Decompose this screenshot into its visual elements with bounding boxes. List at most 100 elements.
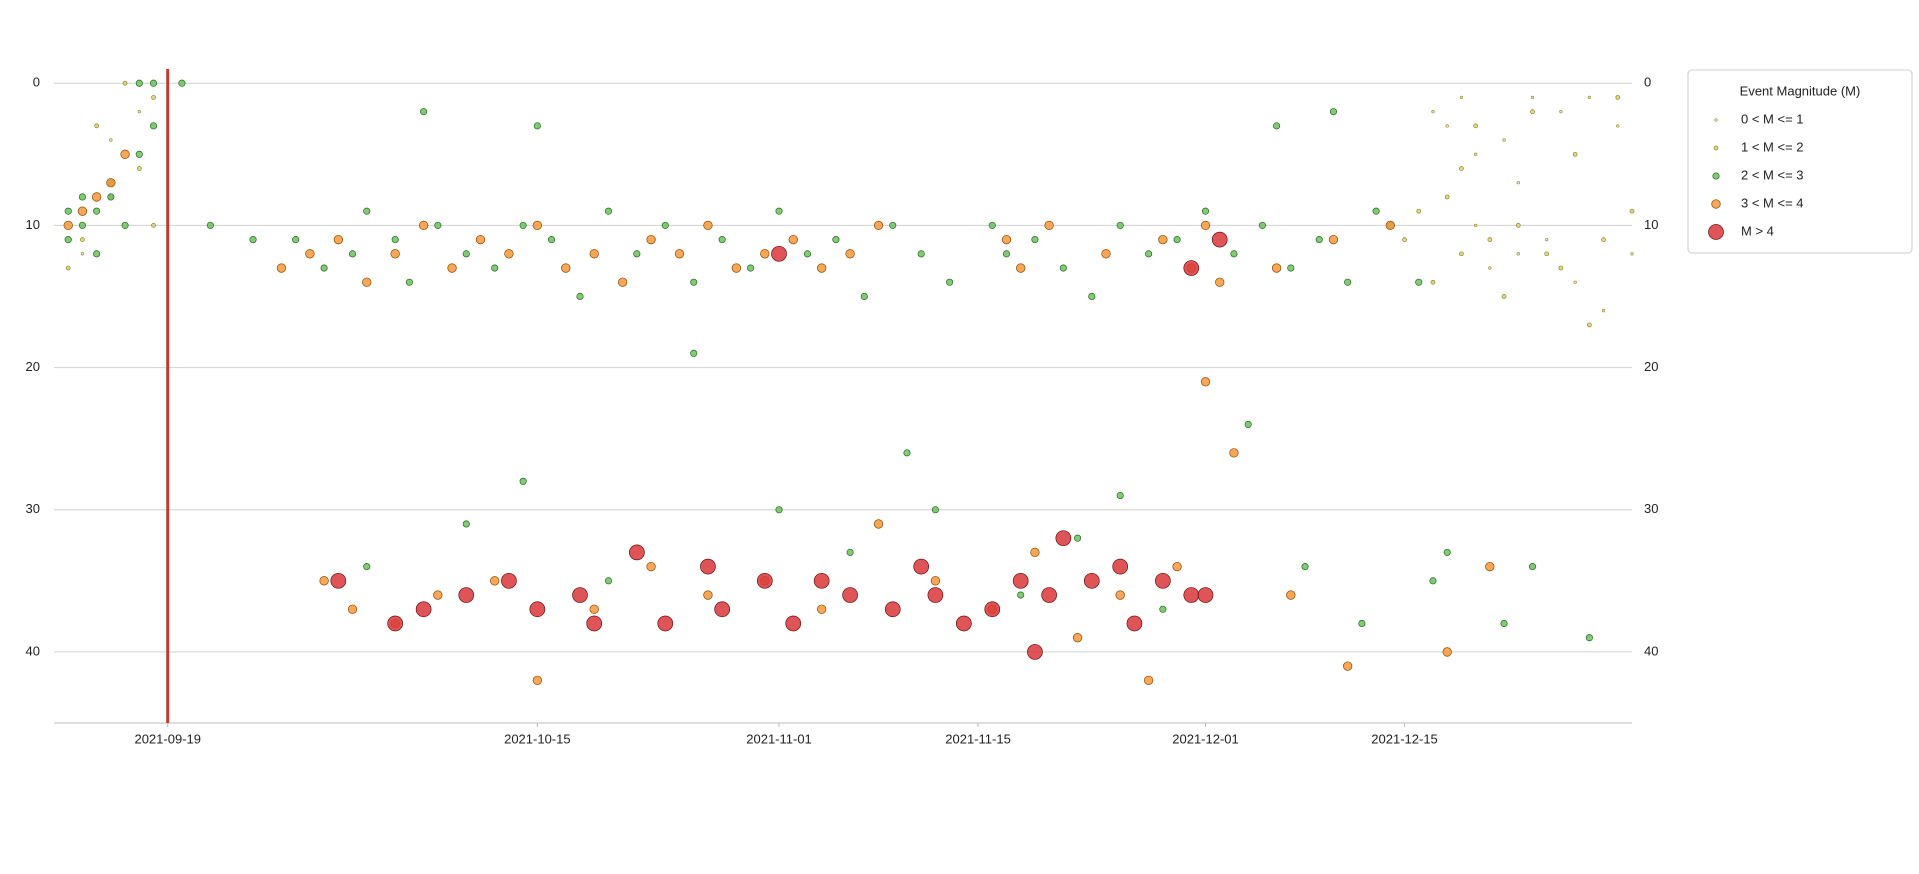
point [149,79,158,87]
point [884,601,901,618]
point [462,520,470,528]
point [1615,95,1621,100]
point [1459,251,1464,257]
point [589,249,599,259]
point [1328,234,1339,245]
legend-label: M > 4 [1741,223,1774,238]
point [1044,220,1054,231]
point [657,615,674,632]
point [93,207,101,215]
point [135,150,143,158]
point [149,122,158,130]
point [873,519,884,529]
point [1487,237,1493,242]
point [1601,237,1606,242]
point [1158,234,1168,245]
point [1101,249,1111,259]
legend-label: 2 < M <= 3 [1741,167,1804,182]
point [1445,124,1449,128]
point [1126,615,1143,632]
point [1329,108,1338,116]
point [333,234,343,245]
legend-marker [1714,118,1718,122]
point [1002,250,1011,258]
point [771,245,787,262]
point [1473,223,1478,228]
point [860,292,868,301]
point [151,223,156,228]
y2-tick-label: 10 [1644,217,1658,232]
point [1315,236,1323,244]
y2-tick-label: 20 [1644,359,1658,374]
point [1115,590,1125,600]
point [817,263,827,273]
series-4 [330,231,1228,660]
point [1271,263,1282,273]
point [661,221,669,229]
point [788,234,798,245]
point [1173,236,1181,244]
point [1229,448,1239,458]
point [903,449,911,457]
point [347,604,358,614]
point [80,252,85,256]
point [206,221,214,229]
point [1031,236,1039,244]
point [137,110,141,114]
point [120,149,130,159]
point [1444,194,1450,200]
point [1587,322,1592,328]
point [832,236,840,244]
point [391,236,399,244]
legend-marker [1712,172,1720,180]
point [1528,563,1537,571]
point [548,236,556,244]
point [91,192,102,202]
point [387,615,404,632]
y-tick-label: 20 [26,359,40,374]
point [731,263,742,273]
point [1430,279,1436,285]
point [1027,644,1043,660]
point [1415,278,1423,286]
point [674,249,685,259]
point [1344,278,1352,286]
point [576,292,584,301]
point [1072,633,1083,643]
point [107,193,115,201]
point [817,604,827,614]
legend-label: 1 < M <= 2 [1741,139,1804,154]
x-tick-label: 2021-10-15 [504,731,571,746]
series-1 [65,80,1635,328]
point [604,207,612,215]
point [1385,220,1395,231]
point [1155,572,1171,589]
point [1215,277,1225,287]
point [1572,151,1578,157]
point [633,250,641,258]
x-tick-label: 2021-11-01 [746,731,812,746]
point [1402,237,1407,242]
point [604,577,612,585]
point [1301,563,1309,571]
point [561,263,571,273]
point [1343,661,1353,671]
point [1143,675,1154,685]
point [415,601,432,618]
point [532,675,543,685]
point [1502,138,1506,142]
point [1416,208,1422,214]
point [690,278,698,286]
point [434,221,442,229]
point [930,576,941,586]
point [151,95,156,100]
point [276,263,287,273]
point [873,220,884,231]
point [80,237,85,242]
point [1172,561,1182,572]
point [629,544,645,561]
point [1442,647,1452,657]
point [617,277,628,287]
point [775,207,783,215]
